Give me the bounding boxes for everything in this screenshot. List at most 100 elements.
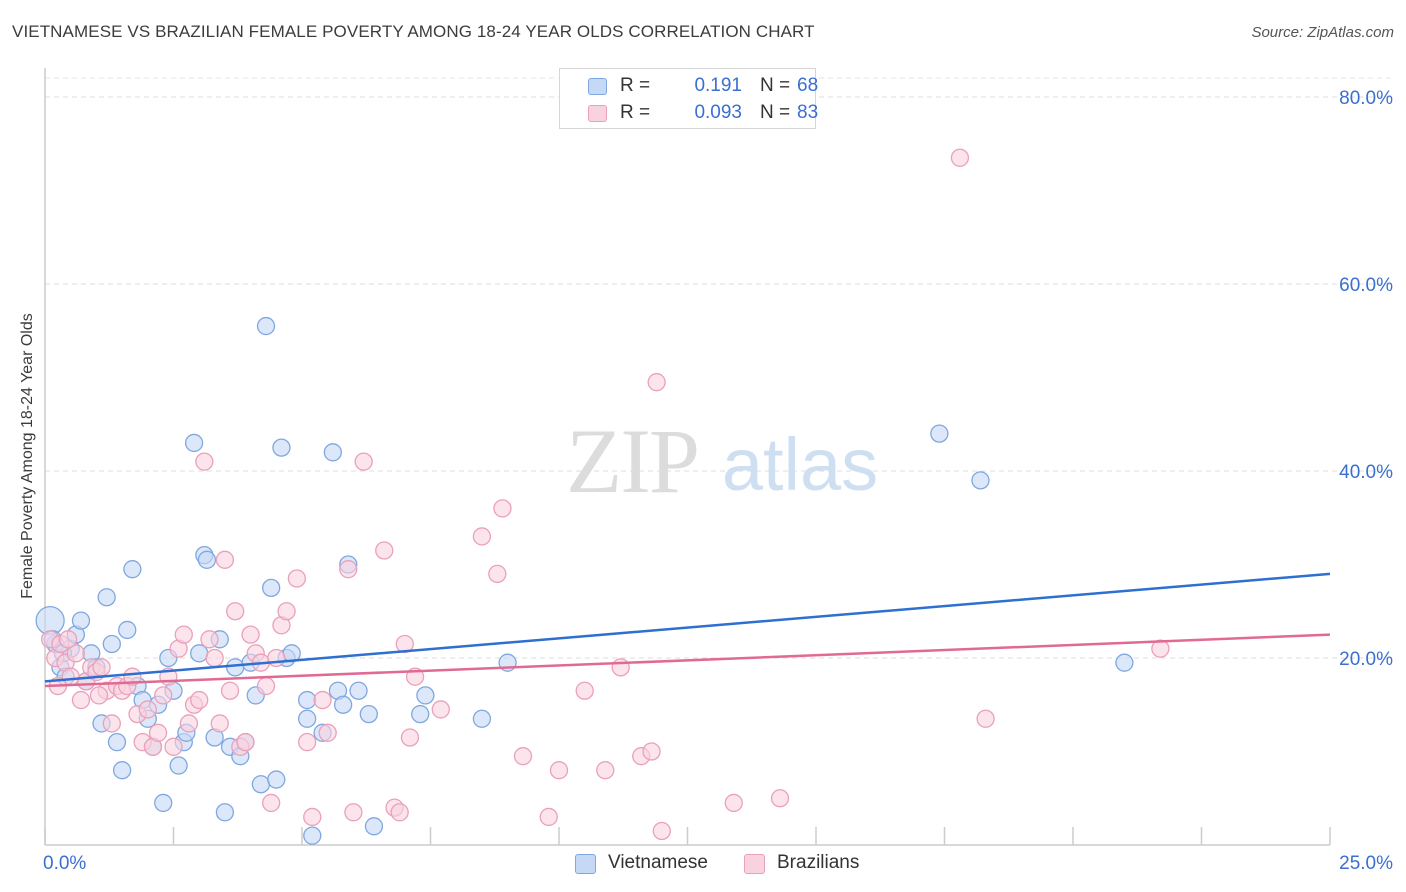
points-layer [35, 148, 1170, 845]
point-brazilians [179, 714, 199, 733]
point-vietnamese [107, 733, 127, 752]
point-vietnamese [297, 709, 317, 728]
point-brazilians [575, 681, 594, 700]
legend-n-value: 83 [797, 102, 819, 123]
legend-n-label: N = [760, 102, 791, 123]
point-vietnamese [251, 775, 271, 794]
chart-source: Source: ZipAtlas.com [1251, 24, 1394, 41]
y-tick-label: 80.0% [1339, 88, 1393, 109]
point-brazilians [92, 658, 111, 677]
point-brazilians [400, 728, 420, 747]
point-brazilians [488, 564, 507, 583]
point-brazilians [174, 625, 193, 644]
point-brazilians [339, 560, 358, 579]
point-vietnamese [118, 620, 137, 640]
point-vietnamese [416, 686, 435, 705]
point-vietnamese [190, 644, 209, 663]
legend-swatch-brazilians [588, 105, 607, 122]
point-vietnamese [71, 611, 91, 630]
point-brazilians [241, 625, 260, 644]
legend-n-label: N = [760, 75, 791, 96]
point-vietnamese [411, 704, 430, 724]
point-brazilians [123, 667, 142, 686]
point-brazilians [431, 700, 450, 719]
point-brazilians [642, 742, 661, 761]
point-vietnamese [154, 793, 173, 813]
point-brazilians [313, 690, 332, 710]
point-brazilians [390, 803, 409, 822]
point-vietnamese [112, 761, 132, 780]
point-vietnamese [333, 695, 353, 714]
point-brazilians [195, 452, 214, 471]
point-brazilians [647, 373, 666, 392]
point-vietnamese [262, 578, 281, 598]
point-brazilians [493, 499, 512, 518]
point-brazilians [262, 793, 281, 813]
point-brazilians [205, 648, 224, 668]
point-brazilians [303, 807, 322, 827]
point-vietnamese [359, 704, 378, 724]
point-brazilians [220, 681, 240, 700]
point-vietnamese [930, 424, 949, 443]
point-brazilians [236, 733, 255, 752]
point-vietnamese [472, 709, 492, 728]
point-brazilians [513, 747, 533, 766]
y-tick-label: 60.0% [1339, 275, 1393, 296]
point-brazilians [549, 761, 569, 780]
bottom-legend-swatch-brazilians [744, 854, 765, 874]
legend-r-value: 0.191 [694, 75, 742, 96]
point-brazilians [297, 733, 317, 752]
point-brazilians [976, 709, 995, 728]
point-brazilians [164, 737, 183, 756]
point-brazilians [539, 807, 558, 827]
point-brazilians [472, 527, 492, 546]
point-vietnamese [971, 471, 990, 490]
point-brazilians [226, 602, 245, 621]
bottom-legend-swatch-vietnamese [575, 854, 596, 874]
point-vietnamese [272, 438, 291, 457]
point-brazilians [58, 630, 78, 649]
point-vietnamese [349, 681, 368, 700]
point-brazilians [66, 644, 85, 663]
watermark: ZIP atlas [566, 410, 878, 512]
legend-swatch-vietnamese [588, 78, 607, 95]
point-brazilians [724, 793, 743, 813]
point-brazilians [318, 723, 337, 742]
point-vietnamese [297, 690, 317, 710]
point-brazilians [1151, 639, 1170, 658]
x-tick-label-left: 0.0% [43, 853, 86, 874]
point-brazilians [154, 686, 173, 705]
point-brazilians [71, 690, 91, 710]
point-vietnamese [256, 316, 276, 336]
point-vietnamese [226, 658, 245, 677]
trend-line-vietnamese [44, 572, 1331, 683]
point-brazilians [138, 700, 157, 719]
point-brazilians [770, 789, 790, 808]
point-brazilians [190, 690, 209, 710]
point-vietnamese [303, 826, 322, 845]
point-vietnamese [1115, 653, 1134, 672]
trend-line-brazilians [44, 633, 1331, 688]
legend-r-label: R = [620, 102, 651, 123]
point-vietnamese [364, 817, 384, 836]
point-vietnamese [123, 560, 142, 579]
bottom-legend-label-vietnamese: Vietnamese [608, 852, 708, 873]
point-brazilians [287, 569, 307, 588]
point-brazilians [215, 550, 235, 569]
watermark-zip: ZIP [566, 410, 698, 512]
point-vietnamese [267, 770, 286, 789]
point-brazilians [596, 761, 615, 780]
axes [44, 68, 1331, 846]
point-vietnamese [169, 756, 188, 775]
x-tick-label-right: 25.0% [1339, 853, 1393, 874]
point-brazilians [200, 630, 219, 649]
point-brazilians [148, 723, 168, 742]
point-brazilians [102, 714, 121, 733]
tick-labels: 20.0% 40.0% 60.0% 80.0% 0.0% 25.0% [43, 88, 1393, 874]
point-vietnamese [97, 588, 116, 607]
point-vietnamese [215, 803, 235, 822]
legend-n-value: 68 [797, 75, 819, 96]
bottom-legend-label-brazilians: Brazilians [777, 852, 860, 873]
gridlines [45, 77, 1395, 659]
